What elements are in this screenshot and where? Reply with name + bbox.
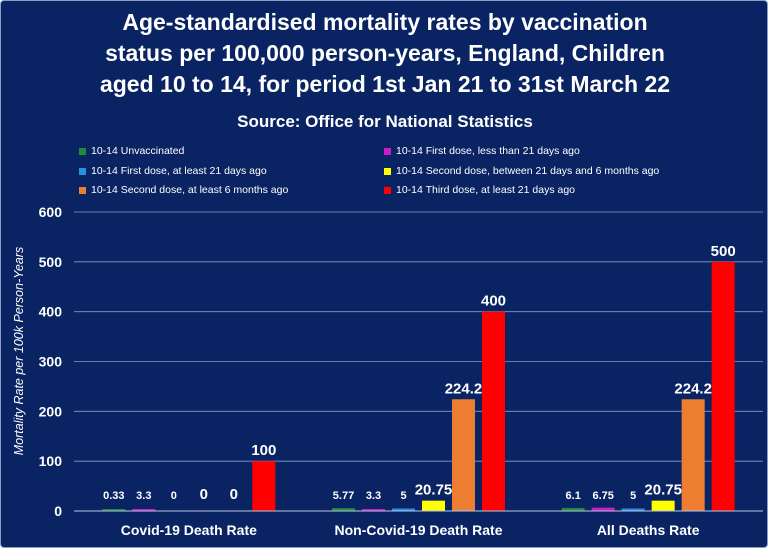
y-tick-label: 200 [39,403,63,419]
legend-item: 10-14 Second dose, at least 6 months ago [79,184,288,196]
data-label: 100 [251,442,276,459]
x-tick-label: All Deaths Rate [597,522,700,538]
bar [591,507,615,511]
legend-label: 10-14 First dose, less than 21 days ago [396,145,580,157]
x-tick-label: Non-Covid-19 Death Rate [334,522,502,538]
data-label: 6.1 [566,490,581,502]
legend-swatch [384,167,391,175]
bar [681,399,705,511]
data-label: 0.33 [103,490,124,502]
bar [362,509,385,511]
data-label: 224.2 [674,380,712,397]
data-label: 0 [200,486,208,503]
data-label: 20.75 [415,482,453,499]
legend-item: 10-14 Second dose, between 21 days and 6… [384,165,659,177]
bar [132,509,156,511]
bar [711,261,735,511]
data-label: 5 [400,490,406,502]
bar [332,508,355,511]
data-label: 400 [481,293,506,310]
chart-subtitle: Source: Office for National Statistics [237,112,533,131]
bar [392,508,415,511]
legend-item: 10-14 Third dose, at least 21 days ago [384,184,575,196]
bar [621,508,645,511]
x-tick-label: Covid-19 Death Rate [121,522,257,538]
y-tick-label: 500 [39,254,63,270]
legend-label: 10-14 Second dose, between 21 days and 6… [396,165,660,177]
legend-swatch [79,167,86,175]
legend-label: 10-14 First dose, at least 21 days ago [91,165,267,177]
legend-swatch [384,186,391,194]
legend-swatch [79,186,86,194]
legend-label: 10-14 Second dose, at least 6 months ago [91,184,289,196]
y-tick-label: 300 [39,354,63,370]
data-label: 500 [711,243,736,260]
data-label: 3.3 [366,490,381,502]
chart-title: Age-standardised mortality rates by vacc… [99,9,671,97]
data-label: 6.75 [592,490,613,502]
data-label: 224.2 [445,380,483,397]
bar [651,500,675,511]
legend-label: 10-14 Unvaccinated [91,145,185,157]
data-label: 5.77 [333,490,354,502]
y-tick-label: 100 [39,453,63,469]
y-tick-label: 0 [54,503,62,519]
legend-item: 10-14 First dose, less than 21 days ago [384,145,580,157]
y-tick-label: 600 [39,204,63,220]
legend-item: 10-14 Unvaccinated [79,145,184,157]
legend-item: 10-14 First dose, at least 21 days ago [79,165,267,177]
bar [102,509,126,511]
data-label: 0 [230,486,238,503]
bar [482,311,505,511]
y-tick-label: 400 [39,304,63,320]
bar [452,399,475,511]
legend-swatch [384,147,391,155]
data-label: 20.75 [644,482,682,499]
data-label: 0 [171,490,177,502]
data-label: 3.3 [136,490,151,502]
legend-swatch [79,147,86,155]
bar [422,500,445,511]
bar [252,461,276,511]
bar [561,507,585,511]
legend-label: 10-14 Third dose, at least 21 days ago [396,184,576,196]
data-label: 5 [630,490,636,502]
